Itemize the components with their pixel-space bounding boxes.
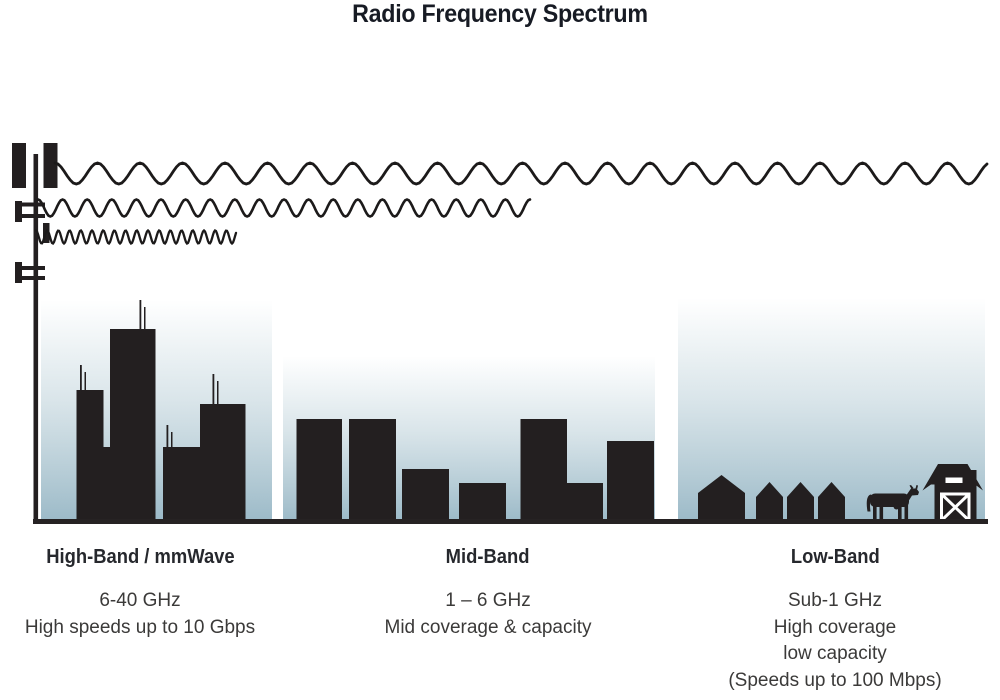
building-silhouette bbox=[607, 441, 654, 521]
barn-door-cross bbox=[941, 494, 969, 521]
low-band-wave-icon bbox=[53, 161, 989, 186]
building-antenna bbox=[212, 374, 215, 405]
lowband-farm bbox=[698, 464, 983, 521]
band-frequency: 1 – 6 GHz bbox=[445, 590, 531, 611]
tower-low-panel bbox=[15, 262, 22, 283]
building-antenna bbox=[217, 381, 219, 405]
tower-mid-bracket bbox=[15, 202, 45, 207]
band-detail-line: (Speeds up to 100 Mbps) bbox=[728, 669, 942, 691]
tower-mid-bracket bbox=[15, 214, 45, 218]
ground-line bbox=[33, 519, 988, 524]
band-label: High-Band / mmWave bbox=[45, 546, 235, 568]
tower-low-bracket bbox=[15, 276, 45, 280]
band-label: Mid-Band bbox=[446, 546, 530, 568]
building-silhouette bbox=[103, 447, 111, 521]
building-silhouette bbox=[459, 483, 506, 521]
band-caption-highband: High-Band / mmWave 6-40 GHz High speeds … bbox=[10, 546, 270, 641]
band-frequency: 6-40 GHz bbox=[99, 590, 181, 611]
tower-low-bracket bbox=[15, 266, 45, 270]
building-antenna bbox=[84, 372, 86, 392]
mid-band-wave-icon bbox=[36, 198, 532, 218]
band-frequency: Sub-1 GHz bbox=[788, 590, 882, 611]
page-title: Radio Frequency Spectrum bbox=[352, 0, 648, 28]
building-silhouette bbox=[567, 483, 603, 521]
tower-top-panel-right bbox=[43, 143, 58, 188]
building-silhouette bbox=[200, 404, 246, 521]
band-caption-midband: Mid-Band 1 – 6 GHz Mid coverage & capaci… bbox=[358, 546, 618, 641]
house-icon bbox=[698, 475, 745, 520]
building-antenna bbox=[144, 307, 146, 331]
band-detail-line: High speeds up to 10 Gbps bbox=[24, 616, 256, 638]
building-silhouette bbox=[402, 469, 449, 521]
building-silhouette bbox=[163, 447, 200, 521]
house-icon bbox=[818, 482, 845, 520]
midband-skyline bbox=[296, 419, 654, 521]
band-caption-lowband: Low-Band Sub-1 GHz High coverage low cap… bbox=[705, 546, 965, 694]
tower-mid-panel bbox=[15, 201, 22, 222]
cell-tower-icon bbox=[12, 143, 58, 521]
building-antenna bbox=[166, 425, 169, 448]
band-label: Low-Band bbox=[790, 546, 880, 568]
tower-pole bbox=[33, 154, 39, 521]
building-silhouette bbox=[349, 419, 396, 521]
building-antenna bbox=[171, 432, 173, 448]
high-band-wave-icon bbox=[34, 228, 238, 246]
band-detail-line: low capacity bbox=[783, 643, 887, 664]
house-icon bbox=[756, 482, 783, 520]
barn-icon bbox=[922, 464, 983, 521]
cow-icon bbox=[866, 485, 919, 519]
band-detail-line: Mid coverage & capacity bbox=[384, 616, 592, 638]
building-antenna bbox=[139, 300, 142, 331]
building-silhouette bbox=[296, 419, 342, 521]
building-antenna bbox=[80, 365, 82, 392]
building-silhouette bbox=[110, 329, 156, 521]
building-silhouette bbox=[76, 390, 104, 521]
band-detail-line: High coverage bbox=[773, 616, 897, 638]
house-icon bbox=[787, 482, 814, 520]
barn-vent bbox=[945, 477, 963, 483]
tower-top-panel-left bbox=[12, 143, 26, 188]
building-silhouette bbox=[520, 419, 567, 521]
highband-skyline bbox=[76, 300, 246, 521]
